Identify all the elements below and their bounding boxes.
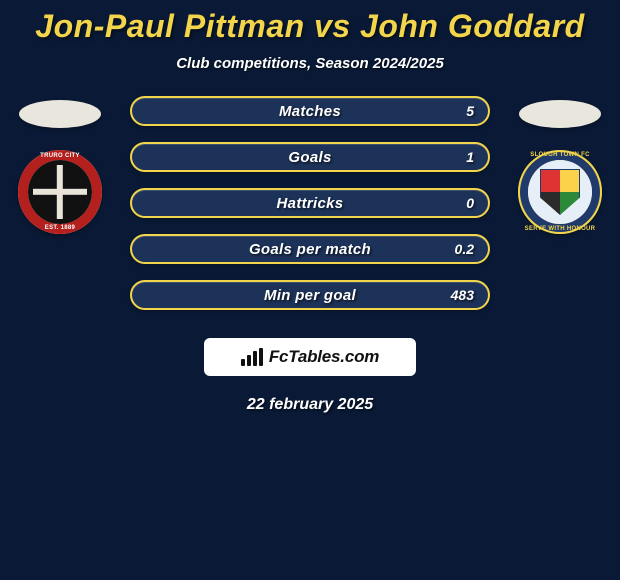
stat-value-right: 0 <box>466 195 474 211</box>
left-club-crest: TRURO CITY EST. 1889 <box>18 150 102 234</box>
stat-value-right: 483 <box>451 287 474 303</box>
subtitle: Club competitions, Season 2024/2025 <box>0 55 620 72</box>
stat-label: Goals <box>288 149 331 166</box>
stat-label: Goals per match <box>249 241 371 258</box>
stat-bar: Matches 5 <box>130 96 490 126</box>
stat-bars: Matches 5 Goals 1 Hattricks 0 Goals per match 0… <box>130 96 490 310</box>
comparison-card: Jon-Paul Pittman vs John Goddard Club co… <box>0 0 620 580</box>
main-row: TRURO CITY EST. 1889 <box>0 100 620 310</box>
stat-label: Hattricks <box>277 195 344 212</box>
left-player-avatar <box>19 100 101 128</box>
stat-bar: Goals per match 0.2 <box>130 234 490 264</box>
stat-value-right: 0.2 <box>455 241 474 257</box>
stat-bar: Goals 1 <box>130 142 490 172</box>
right-player-avatar <box>519 100 601 128</box>
shield-icon <box>540 169 580 215</box>
left-player-col: TRURO CITY EST. 1889 <box>10 100 110 234</box>
left-club-name-top: TRURO CITY <box>18 153 102 159</box>
stat-label: Min per goal <box>264 287 356 304</box>
crest-inner <box>528 160 592 224</box>
date-line: 22 february 2025 <box>0 396 620 414</box>
bar-chart-icon <box>241 348 263 366</box>
right-club-motto: SERVE WITH HONOUR <box>518 226 602 232</box>
left-club-name-bottom: EST. 1889 <box>18 225 102 231</box>
watermark: FcTables.com <box>202 336 418 378</box>
right-player-col: SLOUGH TOWN FC SERVE WITH HONOUR <box>510 100 610 234</box>
watermark-text: FcTables.com <box>269 347 379 367</box>
stat-value-right: 1 <box>466 149 474 165</box>
dot-ring <box>28 160 92 224</box>
stat-label: Matches <box>279 103 341 120</box>
right-club-name-top: SLOUGH TOWN FC <box>518 152 602 158</box>
stat-bar: Hattricks 0 <box>130 188 490 218</box>
right-club-crest: SLOUGH TOWN FC SERVE WITH HONOUR <box>518 150 602 234</box>
crest-inner <box>28 160 92 224</box>
stat-bar: Min per goal 483 <box>130 280 490 310</box>
stat-value-right: 5 <box>466 103 474 119</box>
page-title: Jon-Paul Pittman vs John Goddard <box>0 8 620 45</box>
